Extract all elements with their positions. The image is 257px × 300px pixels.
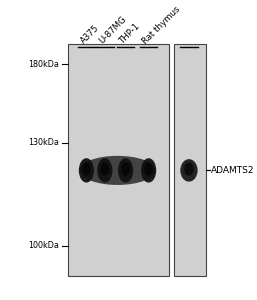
Text: 180kDa: 180kDa bbox=[29, 60, 59, 69]
Text: 100kDa: 100kDa bbox=[29, 241, 59, 250]
Ellipse shape bbox=[180, 159, 198, 182]
Ellipse shape bbox=[144, 162, 153, 176]
Ellipse shape bbox=[79, 156, 155, 185]
Text: 130kDa: 130kDa bbox=[29, 138, 59, 147]
Ellipse shape bbox=[100, 162, 109, 176]
Ellipse shape bbox=[118, 158, 133, 183]
Ellipse shape bbox=[82, 162, 91, 176]
Text: ADAMTS2: ADAMTS2 bbox=[211, 166, 254, 175]
Ellipse shape bbox=[97, 158, 113, 183]
Ellipse shape bbox=[79, 158, 94, 183]
Ellipse shape bbox=[184, 162, 194, 176]
Text: Rat thymus: Rat thymus bbox=[141, 4, 182, 46]
Text: THP-1: THP-1 bbox=[118, 21, 142, 46]
Bar bbox=[68, 44, 169, 276]
Ellipse shape bbox=[121, 162, 130, 176]
Bar bbox=[173, 44, 206, 276]
Text: A375: A375 bbox=[79, 23, 101, 46]
Text: U-87MG: U-87MG bbox=[97, 15, 128, 46]
Ellipse shape bbox=[141, 158, 156, 183]
